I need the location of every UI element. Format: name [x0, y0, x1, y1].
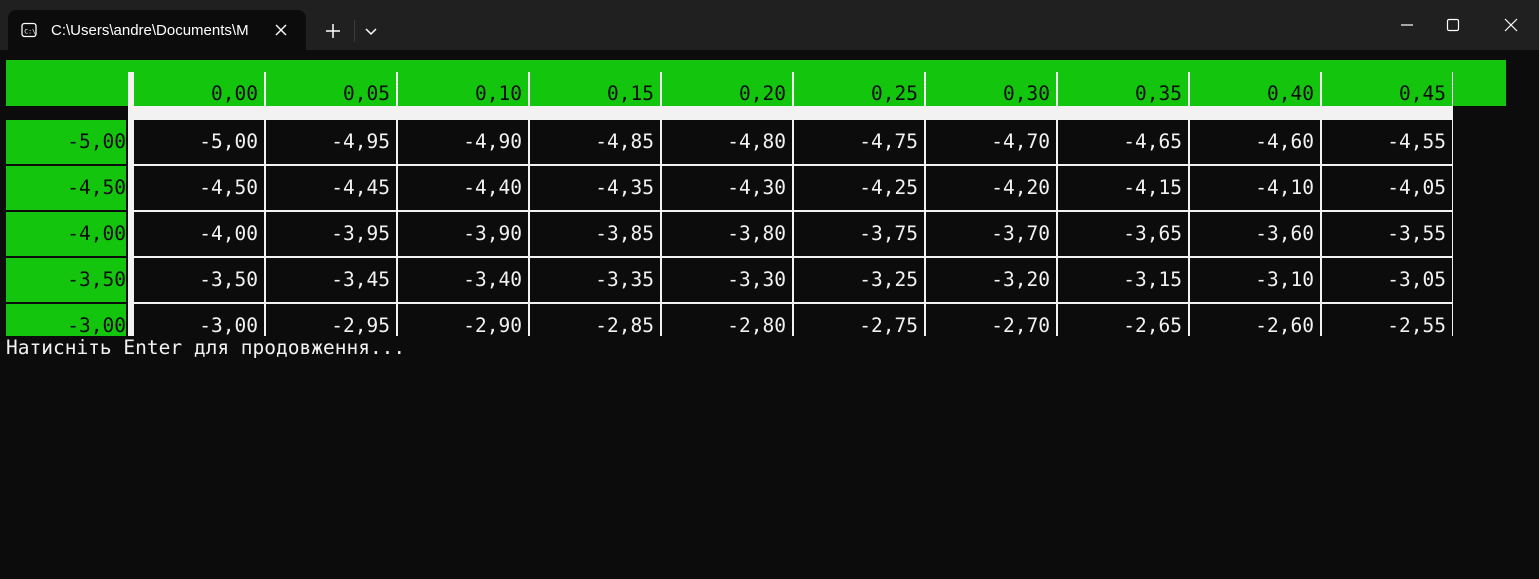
close-button[interactable]: [1488, 0, 1534, 50]
row-label: -3,50: [6, 258, 126, 302]
terminal-icon: C:\: [21, 22, 37, 38]
table-cell: -2,65: [1058, 304, 1188, 336]
table-cell: -3,65: [1058, 212, 1188, 256]
chevron-down-icon[interactable]: [358, 16, 384, 46]
terminal-content[interactable]: 0,00 0,05 0,10 0,15 0,20 0,25 0,30 0,35 0,40 0,45…: [0, 50, 1539, 579]
table-cell: -4,35: [530, 166, 660, 210]
maximize-icon: [1446, 18, 1460, 32]
column-header: 0,00: [134, 72, 264, 106]
column-header: 0,30: [926, 72, 1056, 106]
row-label: -5,00: [6, 120, 126, 164]
column-header: 0,10: [398, 72, 528, 106]
table-cell: -3,70: [926, 212, 1056, 256]
column-header: 0,05: [266, 72, 396, 106]
plus-icon[interactable]: [318, 16, 348, 46]
tab-separator: [354, 20, 355, 42]
terminal-tab[interactable]: C:\ C:\Users\andre\Documents\M: [8, 10, 306, 50]
table-cell: -2,85: [530, 304, 660, 336]
svg-text:C:\: C:\: [24, 28, 36, 36]
table-cell: -3,20: [926, 258, 1056, 302]
table-cell: -2,95: [266, 304, 396, 336]
row-label: -3,00: [6, 304, 126, 336]
table-cell: -3,60: [1190, 212, 1320, 256]
table-cell: -3,95: [266, 212, 396, 256]
table-cell: -2,90: [398, 304, 528, 336]
table-cell: -3,55: [1322, 212, 1452, 256]
table-cell: -3,50: [134, 258, 264, 302]
column-header: 0,45: [1322, 72, 1452, 106]
table-cell: -2,60: [1190, 304, 1320, 336]
table-cell: -2,75: [794, 304, 924, 336]
table-cell: -3,05: [1322, 258, 1452, 302]
table-cell: -4,90: [398, 120, 528, 164]
table-cell: -3,35: [530, 258, 660, 302]
table-cell: -4,10: [1190, 166, 1320, 210]
table-cell: -4,45: [266, 166, 396, 210]
table-cell: -3,75: [794, 212, 924, 256]
table-cell: -4,95: [266, 120, 396, 164]
table-cell: -4,70: [926, 120, 1056, 164]
table-cell: -4,75: [794, 120, 924, 164]
table-cell: -4,80: [662, 120, 792, 164]
table-cell: -3,10: [1190, 258, 1320, 302]
tab-title: C:\Users\andre\Documents\M: [51, 22, 249, 39]
table-cell: -3,15: [1058, 258, 1188, 302]
table-cell: -2,80: [662, 304, 792, 336]
continue-prompt: Натисніть Enter для продовження...: [6, 336, 406, 359]
table-cell: -4,25: [794, 166, 924, 210]
table-cell: -3,90: [398, 212, 528, 256]
table-cell: -4,60: [1190, 120, 1320, 164]
column-header: 0,35: [1058, 72, 1188, 106]
column-header: 0,40: [1190, 72, 1320, 106]
tab-close-icon[interactable]: [272, 21, 290, 39]
table-cell: -3,30: [662, 258, 792, 302]
table-cell: -2,70: [926, 304, 1056, 336]
table-cell: -4,65: [1058, 120, 1188, 164]
table-cell: -3,85: [530, 212, 660, 256]
column-header: 0,15: [530, 72, 660, 106]
table-cell: -5,00: [134, 120, 264, 164]
table-cell: -4,40: [398, 166, 528, 210]
table-cell: -4,20: [926, 166, 1056, 210]
table-cell: -3,40: [398, 258, 528, 302]
close-icon: [1504, 18, 1518, 32]
minimize-icon: [1401, 24, 1413, 26]
table-cell: -2,55: [1322, 304, 1452, 336]
table-cell: -3,80: [662, 212, 792, 256]
table-cell: -4,30: [662, 166, 792, 210]
table-cell: -3,25: [794, 258, 924, 302]
column-header: 0,20: [662, 72, 792, 106]
table-cell: -3,00: [134, 304, 264, 336]
table-cell: -4,85: [530, 120, 660, 164]
minimize-button[interactable]: [1384, 0, 1430, 50]
table-cell: -4,50: [134, 166, 264, 210]
row-label: -4,50: [6, 166, 126, 210]
table-cell: -4,55: [1322, 120, 1452, 164]
table-cell: -4,15: [1058, 166, 1188, 210]
table-cell: -4,05: [1322, 166, 1452, 210]
title-bar: C:\ C:\Users\andre\Documents\M: [0, 0, 1539, 50]
row-label: -4,00: [6, 212, 126, 256]
maximize-button[interactable]: [1430, 0, 1476, 50]
table-cell: -4,00: [134, 212, 264, 256]
table-cell: -3,45: [266, 258, 396, 302]
column-header: 0,25: [794, 72, 924, 106]
